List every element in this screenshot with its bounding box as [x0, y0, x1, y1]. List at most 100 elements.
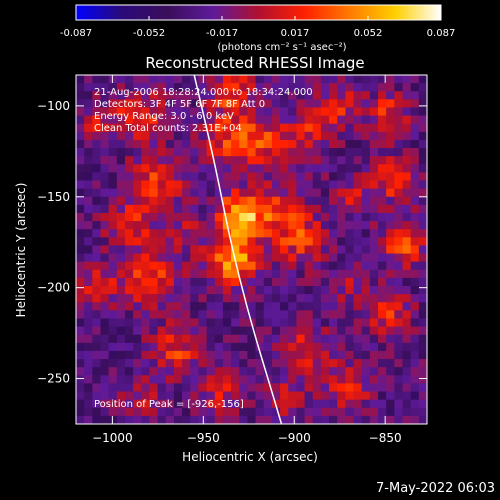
heatmap-cell [198, 342, 208, 352]
heatmap-cell [124, 245, 134, 255]
heatmap-cell [100, 148, 110, 157]
heatmap-cell [410, 99, 420, 109]
heatmap-cell [190, 115, 200, 125]
heatmap-cell [280, 302, 289, 311]
heatmap-cell [369, 286, 379, 295]
heatmap-cell [84, 107, 93, 117]
heatmap-cell [231, 245, 240, 255]
heatmap-cell [149, 139, 159, 149]
heatmap-cell [320, 131, 330, 141]
heatmap-cell [378, 253, 387, 263]
heatmap-cell [288, 180, 297, 190]
heatmap-cell [418, 139, 427, 149]
heatmap-cell [353, 269, 363, 279]
heatmap-cell [394, 326, 404, 336]
heatmap-cell [418, 261, 427, 271]
heatmap-cell [345, 399, 355, 409]
heatmap-cell [394, 334, 404, 344]
heatmap-cell [280, 229, 289, 238]
heatmap-cell [76, 391, 85, 401]
heatmap-cell [263, 107, 273, 117]
heatmap-cell [329, 245, 338, 255]
heatmap-cell [402, 188, 412, 198]
heatmap-cell [410, 342, 420, 352]
heatmap-cell [133, 164, 142, 173]
heatmap-cell [386, 269, 395, 279]
heatmap-cell [214, 107, 224, 117]
heatmap-cell [255, 139, 265, 149]
heatmap-cell [92, 245, 102, 255]
heatmap-cell [263, 294, 273, 303]
heatmap-cell [222, 286, 232, 295]
heatmap-cell [288, 269, 297, 279]
heatmap-cell [124, 107, 134, 117]
heatmap-cell [173, 350, 183, 360]
heatmap-cell [190, 359, 200, 368]
heatmap-cell [182, 172, 191, 182]
heatmap-cell [214, 269, 224, 279]
heatmap-cell [124, 253, 134, 263]
heatmap-cell [386, 196, 395, 206]
heatmap-cell [116, 229, 126, 238]
heatmap-cell [157, 253, 167, 263]
heatmap-cell [165, 237, 175, 247]
heatmap-cell [418, 277, 427, 287]
heatmap-cell [198, 245, 208, 255]
heatmap-cell [190, 221, 200, 230]
heatmap-cell [337, 367, 346, 376]
heatmap-cell [157, 83, 167, 92]
heatmap-cell [239, 253, 249, 263]
heatmap-cell [263, 245, 273, 255]
heatmap-cell [141, 383, 151, 393]
heatmap-cell [231, 286, 240, 295]
heatmap-cell [157, 399, 167, 409]
heatmap-cell [271, 375, 281, 385]
heatmap-cell [329, 334, 338, 344]
heatmap-cell [329, 253, 338, 263]
heatmap-cell [394, 107, 404, 117]
heatmap-cell [231, 310, 240, 320]
heatmap-cell [239, 245, 249, 255]
heatmap-cell [394, 286, 404, 295]
heatmap-cell [116, 139, 126, 149]
heatmap-cell [173, 277, 183, 287]
heatmap-cell [173, 415, 183, 424]
heatmap-cell [345, 204, 355, 214]
heatmap-cell [165, 180, 175, 190]
heatmap-cell [345, 99, 355, 109]
heatmap-cell [418, 75, 427, 84]
heatmap-cell [263, 261, 273, 271]
heatmap-cell [386, 359, 395, 368]
heatmap-cell [337, 286, 346, 295]
heatmap-cell [247, 286, 257, 295]
heatmap-cell [402, 399, 412, 409]
heatmap-cell [198, 367, 208, 376]
heatmap-cell [263, 91, 273, 100]
heatmap-cell [345, 156, 355, 165]
heatmap-cell [410, 294, 420, 303]
heatmap-cell [100, 359, 110, 368]
heatmap-cell [190, 131, 200, 141]
heatmap-cell [345, 148, 355, 157]
heatmap-cell [149, 221, 159, 230]
heatmap-cell [76, 148, 85, 157]
heatmap-cell [386, 107, 395, 117]
heatmap-cell [394, 294, 404, 303]
heatmap-cell [369, 237, 379, 247]
heatmap-cell [124, 367, 134, 376]
heatmap-cell [165, 326, 175, 336]
heatmap-cell [353, 139, 363, 149]
heatmap-cell [157, 269, 167, 279]
heatmap-cell [312, 261, 322, 271]
heatmap-cell [402, 383, 412, 393]
heatmap-cell [239, 180, 249, 190]
heatmap-cell [361, 172, 371, 182]
heatmap-cell [345, 415, 355, 424]
heatmap-cell [247, 172, 257, 182]
heatmap-cell [312, 172, 322, 182]
heatmap-cell [255, 277, 265, 287]
heatmap-cell [320, 407, 330, 417]
heatmap-cell [222, 326, 232, 336]
heatmap-cell [312, 269, 322, 279]
heatmap-cell [320, 75, 330, 84]
